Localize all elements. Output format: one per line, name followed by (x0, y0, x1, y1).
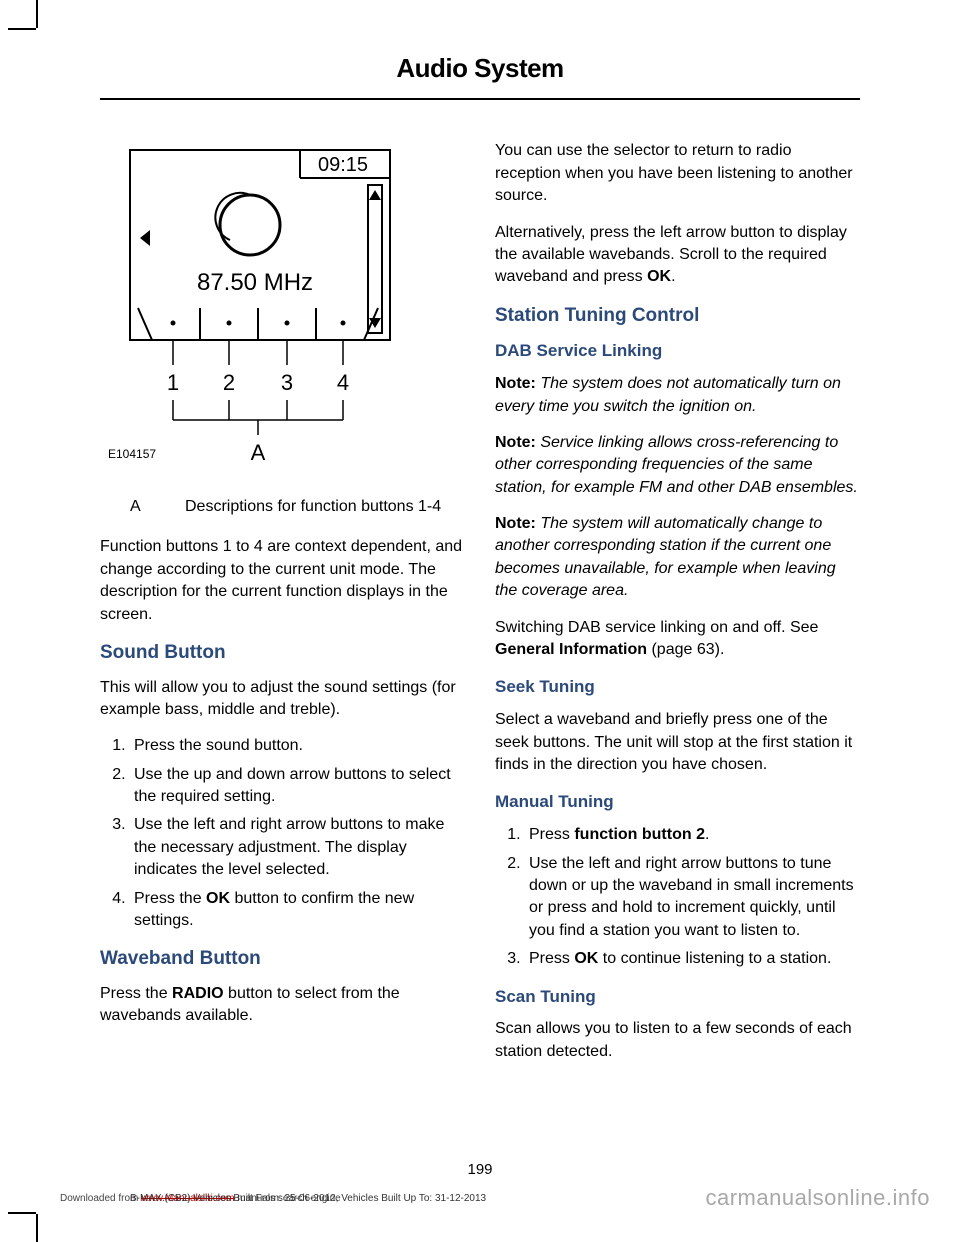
waveband-text: Press the RADIO button to select from th… (100, 983, 465, 1028)
page-title: Audio System (100, 50, 860, 86)
watermark: carmanualsonline.info (705, 1183, 930, 1214)
sound-heading: Sound Button (100, 640, 465, 667)
legend-row: A Descriptions for function buttons 1-4 (100, 491, 465, 536)
scan-text: Scan allows you to listen to a few secon… (495, 1018, 860, 1063)
btn-num-1: 1 (167, 370, 179, 395)
waveband-heading: Waveband Button (100, 946, 465, 973)
page-header: Audio System (100, 0, 860, 100)
dab-switch: Switching DAB service linking on and off… (495, 617, 860, 662)
note2: Note: Service linking allows cross-refer… (495, 432, 860, 499)
crop-mark (8, 1212, 36, 1214)
frequency-text: 87.50 MHz (197, 269, 313, 296)
bracket-label: A (251, 440, 266, 465)
diagram-svg: 09:15 87.50 MHz (100, 140, 420, 470)
list-item: Press OK to continue listening to a stat… (525, 948, 860, 970)
crop-mark (36, 1214, 38, 1242)
note3: Note: The system will automatically chan… (495, 513, 860, 603)
dab-heading: DAB Service Linking (495, 339, 860, 363)
right-column: You can use the selector to return to ra… (495, 140, 860, 1077)
manual-heading: Manual Tuning (495, 790, 860, 814)
radio-diagram: 09:15 87.50 MHz (100, 140, 465, 476)
sound-steps: Press the sound button. Use the up and d… (100, 735, 465, 932)
list-item: Press the OK button to confirm the new s… (130, 888, 465, 933)
seek-heading: Seek Tuning (495, 675, 860, 699)
btn-num-2: 2 (223, 370, 235, 395)
note1: Note: The system does not automatically … (495, 373, 860, 418)
intro2: Alternatively, press the left arrow butt… (495, 222, 860, 289)
intro-text: Function buttons 1 to 4 are context depe… (100, 536, 465, 626)
seek-text: Select a waveband and briefly press one … (495, 709, 860, 776)
list-item: Press the sound button. (130, 735, 465, 757)
page-number: 199 (0, 1159, 960, 1180)
intro1: You can use the selector to return to ra… (495, 140, 860, 207)
crop-mark (8, 28, 36, 30)
legend-key: A (130, 496, 185, 518)
content-container: 09:15 87.50 MHz (0, 100, 960, 1077)
list-item: Use the up and down arrow buttons to sel… (130, 764, 465, 809)
sound-text: This will allow you to adjust the sound … (100, 677, 465, 722)
crop-mark (36, 0, 38, 28)
diagram-eid: E104157 (108, 447, 156, 461)
left-column: 09:15 87.50 MHz (100, 140, 465, 1077)
manual-steps: Press function button 2. Use the left an… (495, 824, 860, 970)
scan-heading: Scan Tuning (495, 985, 860, 1009)
legend-desc: Descriptions for function buttons 1-4 (185, 496, 465, 518)
time-text: 09:15 (318, 154, 368, 176)
list-item: Press function button 2. (525, 824, 860, 846)
footer-build: B-MAX (CB2) Vehicles Built From: 25-06-2… (130, 1192, 486, 1206)
btn-num-4: 4 (337, 370, 349, 395)
station-heading: Station Tuning Control (495, 303, 860, 330)
list-item: Use the left and right arrow buttons to … (525, 853, 860, 943)
btn-num-3: 3 (281, 370, 293, 395)
list-item: Use the left and right arrow buttons to … (130, 814, 465, 881)
